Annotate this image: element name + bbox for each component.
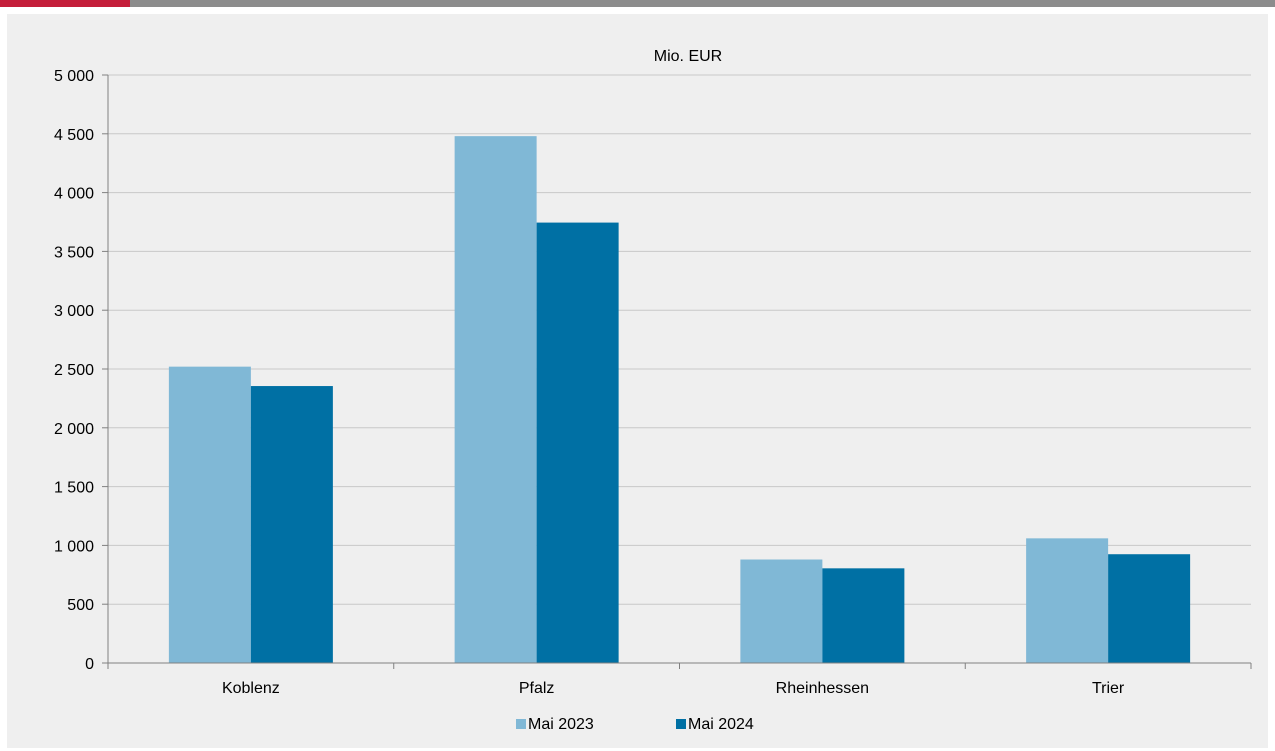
bar-rheinhessen-mai-2023 <box>740 559 823 663</box>
x-tick-labels: Koblenz Pfalz Rheinhessen Trier <box>222 680 1125 697</box>
y-tick-label: 5 000 <box>54 68 94 85</box>
x-tick-label: Koblenz <box>222 680 280 697</box>
x-tick-label: Pfalz <box>519 680 555 697</box>
top-bar-accent <box>0 0 130 7</box>
y-tick-label: 3 000 <box>54 303 94 320</box>
y-tick-label: 1 000 <box>54 538 94 555</box>
bar-trier-mai-2023 <box>1026 538 1109 663</box>
y-tick-label: 2 000 <box>54 421 94 438</box>
y-tick-label: 3 500 <box>54 244 94 261</box>
y-tick-label: 2 500 <box>54 362 94 379</box>
legend-swatch <box>676 719 686 729</box>
y-tick-label: 0 <box>85 656 94 673</box>
legend: Mai 2023 Mai 2024 <box>516 716 754 733</box>
y-tick-label: 4 000 <box>54 186 94 203</box>
bars <box>168 136 1191 664</box>
legend-label: Mai 2024 <box>688 716 754 733</box>
y-tick-label: 4 500 <box>54 127 94 144</box>
y-tick-label: 500 <box>67 597 94 614</box>
y-tick-label: 1 500 <box>54 480 94 497</box>
legend-swatch <box>516 719 526 729</box>
y-tick-labels: 0 500 1 000 1 500 2 000 2 500 3 000 3 500 4 000 4… <box>54 68 94 673</box>
axes <box>102 74 1252 669</box>
x-tick-label: Trier <box>1092 680 1125 697</box>
bar-rheinhessen-mai-2024 <box>822 568 905 663</box>
unit-label: Mio. EUR <box>654 48 722 65</box>
top-bar <box>0 0 1275 7</box>
bar-trier-mai-2024 <box>1108 554 1191 663</box>
x-tick-label: Rheinhessen <box>776 680 869 697</box>
bar-koblenz-mai-2024 <box>250 386 333 663</box>
legend-label: Mai 2023 <box>528 716 594 733</box>
bar-pfalz-mai-2023 <box>454 136 537 664</box>
bar-pfalz-mai-2024 <box>536 222 619 663</box>
bar-koblenz-mai-2023 <box>168 366 251 663</box>
